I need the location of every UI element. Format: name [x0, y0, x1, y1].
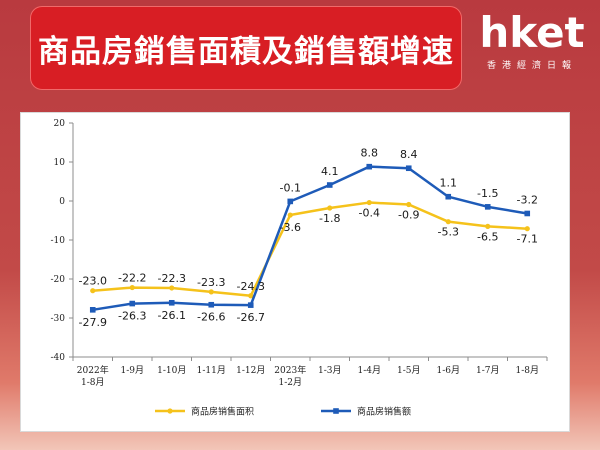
- sales-area-legend-marker: [167, 408, 173, 414]
- sales-area-data-label: -5.3: [438, 226, 459, 239]
- sales-area-point: [485, 223, 491, 229]
- sales-amount-point: [287, 198, 294, 205]
- sales-area-data-label: -0.4: [359, 207, 380, 220]
- sales-area-point: [169, 285, 175, 291]
- sales-area-point: [366, 199, 372, 206]
- y-tick-label: 10: [54, 158, 66, 168]
- x-tick-label: 1-6月: [437, 365, 461, 376]
- sales-area-point: [129, 284, 135, 291]
- sales-area-data-label: -1.8: [319, 212, 340, 225]
- sales-amount-point: [366, 163, 373, 170]
- y-tick-label: -20: [51, 275, 66, 285]
- sales-amount-point: [484, 204, 491, 210]
- sales-area-data-label: -22.2: [118, 272, 146, 285]
- sales-amount-data-label: -3.2: [517, 193, 538, 206]
- x-tick-label: 1-2月: [279, 377, 303, 388]
- sales-amount-data-label: -26.7: [237, 311, 265, 324]
- y-tick-label: -10: [51, 236, 66, 246]
- x-tick-label: 1-12月: [236, 365, 265, 376]
- sales-area-point: [248, 293, 254, 299]
- x-tick-label: 1-8月: [516, 365, 540, 376]
- sales-area-point: [445, 219, 451, 225]
- sales-area-data-label: -23.0: [79, 275, 107, 288]
- sales-area-point: [524, 226, 530, 232]
- sales-amount-point: [326, 182, 333, 188]
- sales-amount-data-label: -1.5: [477, 187, 498, 200]
- x-tick-label: 1-9月: [121, 365, 145, 376]
- sales-amount-point: [168, 299, 175, 306]
- sales-amount-point: [129, 300, 136, 307]
- sales-area-data-label: -3.6: [280, 221, 301, 234]
- brand-subtitle: 香港經濟日報: [486, 61, 577, 71]
- sales-area-data-label: -24.3: [237, 280, 265, 293]
- sales-amount-legend-label: 商品房销售额: [357, 406, 411, 418]
- sales-area-data-label: -6.5: [477, 230, 498, 243]
- sales-amount-data-label: 1.1: [440, 177, 458, 190]
- x-tick-label: 2022年: [77, 364, 109, 376]
- sales-area-data-label: -0.9: [398, 209, 419, 222]
- sales-area-point: [90, 288, 96, 294]
- sales-amount-point: [89, 307, 96, 313]
- sales-area-point: [406, 201, 412, 208]
- sales-amount-data-label: 8.4: [400, 148, 418, 161]
- y-tick-label: 20: [54, 119, 66, 129]
- y-tick-label: -40: [51, 353, 66, 363]
- y-tick-label: -30: [51, 314, 66, 324]
- x-tick-label: 1-10月: [157, 365, 186, 376]
- sales-amount-data-label: -0.1: [280, 181, 301, 194]
- sales-area-point: [327, 205, 333, 211]
- sales-amount-data-label: -26.1: [158, 309, 186, 322]
- sales-area-data-label: -7.1: [517, 233, 538, 246]
- title-banner: 商品房銷售面積及銷售額增速: [30, 6, 462, 90]
- sales-amount-point: [405, 165, 412, 172]
- page-title: 商品房銷售面積及銷售額增速: [38, 33, 454, 70]
- sales-area-point: [208, 289, 214, 295]
- sales-area-data-label: -23.3: [197, 276, 225, 289]
- sales-area-point: [287, 212, 293, 218]
- sales-amount-legend-marker: [333, 408, 339, 414]
- x-tick-label: 1-11月: [197, 365, 226, 376]
- sales-amount-point: [247, 302, 254, 308]
- x-tick-label: 1-4月: [358, 365, 382, 376]
- sales-amount-data-label: -26.6: [197, 311, 225, 324]
- sales-area-series-line: [92, 201, 528, 298]
- x-tick-label: 1-7月: [476, 365, 500, 376]
- sales-amount-data-label: -26.3: [118, 310, 146, 323]
- sales-amount-data-label: 8.8: [361, 147, 379, 160]
- sales-amount-point: [524, 210, 531, 217]
- sales-amount-data-label: 4.1: [321, 165, 339, 178]
- sales-amount-point: [208, 301, 215, 308]
- brand-logo: hket 香港經濟日報: [468, 10, 596, 80]
- y-tick-label: 0: [59, 197, 65, 207]
- x-tick-label: 1-5月: [397, 365, 421, 376]
- sales-amount-series-line: [92, 165, 528, 312]
- sales-area-legend-label: 商品房销售面积: [191, 406, 254, 418]
- x-tick-label: 1-8月: [81, 377, 105, 388]
- x-tick-label: 1-3月: [318, 365, 342, 376]
- chart-card: 20 10 0 -10 -20 -30 -40 2022年 1-8月 1-9月 1-10月 1-11月…: [20, 112, 570, 432]
- x-tick-label: 2023年: [274, 364, 306, 376]
- brand-logo-text: hket: [479, 8, 585, 57]
- sales-amount-point: [445, 193, 452, 200]
- sales-amount-data-label: -27.9: [79, 316, 107, 329]
- sales-area-data-label: -22.3: [158, 272, 186, 285]
